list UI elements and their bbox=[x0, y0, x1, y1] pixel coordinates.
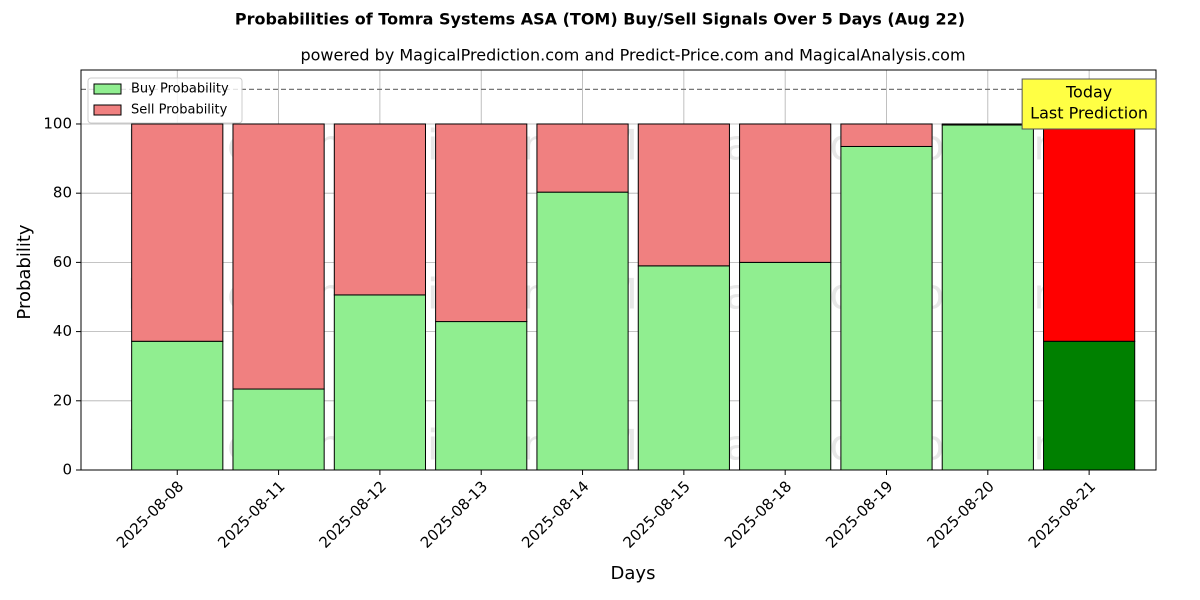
legend-label: Buy Probability bbox=[131, 82, 229, 97]
x-tick-label: 2025-08-12 bbox=[316, 477, 390, 551]
x-tick-label: 2025-08-15 bbox=[619, 477, 693, 551]
x-tick-label: 2025-08-20 bbox=[923, 477, 997, 551]
bar-segment bbox=[333, 294, 426, 471]
bar-segment bbox=[1043, 340, 1136, 471]
x-axis-label: Days bbox=[611, 563, 656, 584]
y-tick-label: 0 bbox=[62, 461, 72, 479]
annotation-box bbox=[1021, 78, 1157, 130]
y-tick-label: 40 bbox=[53, 322, 72, 340]
bar-segment bbox=[435, 321, 528, 471]
annotation-text: Today bbox=[1065, 83, 1112, 102]
chart-title: Probabilities of Tomra Systems ASA (TOM)… bbox=[235, 10, 965, 29]
x-tick-label: 2025-08-11 bbox=[214, 477, 288, 551]
bar-segment bbox=[536, 123, 629, 193]
legend-swatch bbox=[93, 104, 122, 116]
bar-segment bbox=[232, 123, 325, 390]
x-tick-label: 2025-08-13 bbox=[417, 477, 491, 551]
x-tick-label: 2025-08-08 bbox=[113, 477, 187, 551]
bar-segment bbox=[637, 123, 730, 267]
legend-box bbox=[87, 77, 243, 124]
bar-segment bbox=[637, 265, 730, 471]
annotation-text: Last Prediction bbox=[1030, 104, 1148, 123]
x-tick-label: 2025-08-21 bbox=[1025, 477, 1099, 551]
bar-segment bbox=[536, 191, 629, 471]
plot-frame bbox=[80, 69, 1157, 471]
bar-segment bbox=[941, 123, 1034, 126]
legend-swatch bbox=[93, 83, 122, 95]
bar-segment bbox=[131, 340, 224, 471]
bar-segment bbox=[333, 123, 426, 296]
x-tick-label: 2025-08-18 bbox=[721, 477, 795, 551]
bar-segment bbox=[739, 261, 832, 471]
y-axis-label: Probability bbox=[14, 224, 35, 319]
legend-label: Sell Probability bbox=[131, 103, 228, 118]
bar-segment bbox=[232, 388, 325, 471]
bar-segment bbox=[840, 123, 933, 147]
x-tick-label: 2025-08-19 bbox=[822, 477, 896, 551]
y-tick-label: 80 bbox=[53, 184, 72, 202]
bar-segment bbox=[1043, 123, 1136, 342]
y-tick-label: 100 bbox=[43, 114, 72, 132]
bar-segment bbox=[739, 123, 832, 263]
x-tick-label: 2025-08-14 bbox=[518, 477, 592, 551]
y-tick-label: 60 bbox=[53, 253, 72, 271]
chart-subtitle: powered by MagicalPrediction.com and Pre… bbox=[300, 46, 965, 65]
bar-segment bbox=[131, 123, 224, 342]
bar-segment bbox=[840, 145, 933, 471]
bar-segment bbox=[435, 123, 528, 323]
y-tick-label: 20 bbox=[53, 391, 72, 409]
bar-segment bbox=[941, 124, 1034, 471]
